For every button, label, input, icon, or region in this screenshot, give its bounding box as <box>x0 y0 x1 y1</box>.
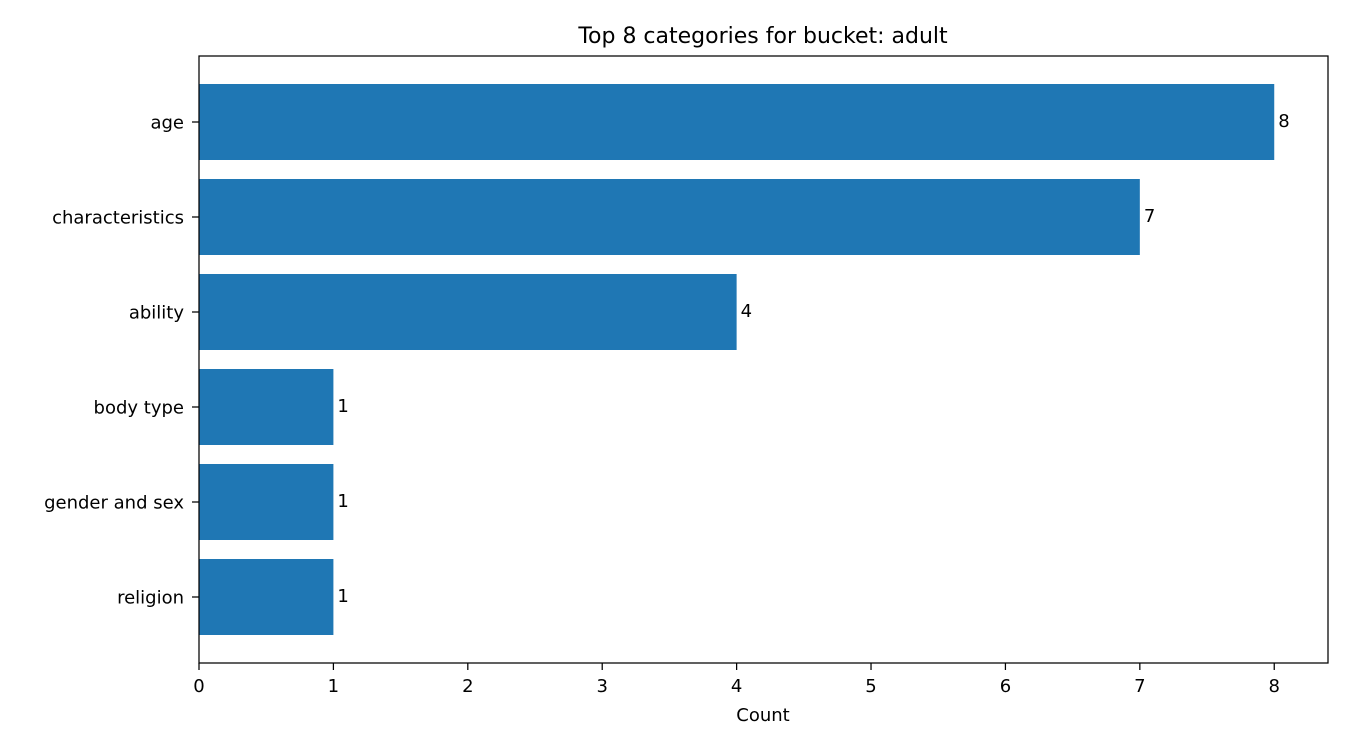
ticks-group: age characteristics ability body type gender… <box>44 113 1280 698</box>
data-label: 4 <box>741 301 752 322</box>
bar-gender-and-sex <box>199 464 334 540</box>
x-tick-label: 4 <box>731 676 742 697</box>
chart-title: Top 8 categories for bucket: adult <box>577 24 948 49</box>
bars-group <box>199 84 1275 635</box>
x-tick-label: 1 <box>328 676 339 697</box>
data-labels-group: 8 7 4 1 1 1 <box>337 111 1289 607</box>
y-tick-label: religion <box>117 588 184 609</box>
x-tick-label: 2 <box>462 676 473 697</box>
x-tick-label: 6 <box>1000 676 1011 697</box>
bar-characteristics <box>199 179 1140 255</box>
y-tick-label: age <box>150 113 184 134</box>
y-tick-label: characteristics <box>52 208 184 229</box>
data-label: 1 <box>337 396 348 417</box>
x-axis-label: Count <box>736 705 789 726</box>
data-label: 1 <box>337 491 348 512</box>
bar-religion <box>199 559 334 635</box>
plot-area-frame <box>198 55 1329 664</box>
data-label: 8 <box>1278 111 1289 132</box>
y-tick-label: ability <box>129 303 185 324</box>
x-tick-label: 7 <box>1134 676 1145 697</box>
x-tick-label: 0 <box>193 676 204 697</box>
data-label: 7 <box>1144 206 1155 227</box>
bar-body-type <box>199 369 334 445</box>
bar-age <box>199 84 1275 160</box>
bar-ability <box>199 274 737 350</box>
y-tick-label: gender and sex <box>44 493 184 514</box>
y-tick-label: body type <box>94 398 184 419</box>
x-tick-label: 3 <box>596 676 607 697</box>
x-tick-label: 8 <box>1269 676 1280 697</box>
x-tick-label: 5 <box>865 676 876 697</box>
data-label: 1 <box>337 586 348 607</box>
